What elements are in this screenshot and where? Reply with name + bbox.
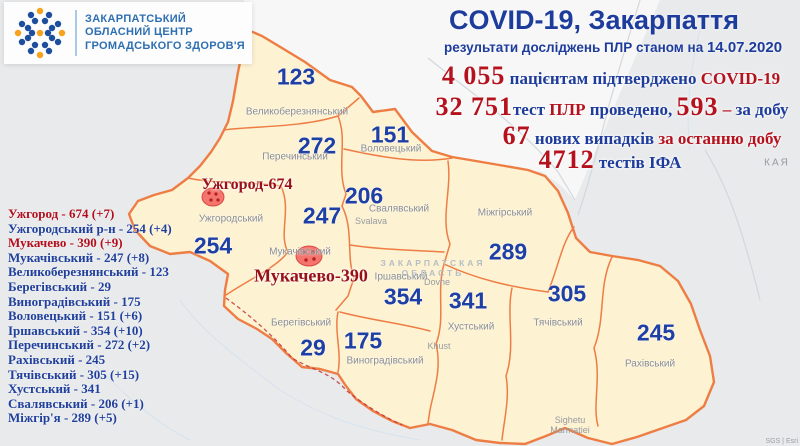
org-name: ЗАКАРПАТСЬКИЙ ОБЛАСНИЙ ЦЕНТР ГРОМАДСЬКОГ… [85, 13, 245, 54]
district-list-item: Іршавський - 354 (+10) [8, 322, 143, 338]
map-place-label: КАЯ [764, 157, 790, 169]
stat-segment: за останню добу [658, 129, 782, 148]
district-name-label: Берегівський [270, 317, 332, 329]
district-list-item: Воловецький - 151 (+6) [8, 308, 143, 324]
stat-segment: тест [512, 100, 550, 119]
district-list-item: Берегівський - 29 [8, 278, 112, 294]
district-name-label: Виноградівський [346, 355, 424, 367]
stat-line: 32 751тест ПЛР проведено, 593 – за добу [435, 92, 788, 122]
district-number-label: 245 [636, 319, 676, 346]
stat-segment: за добу [735, 100, 789, 119]
stat-segment: COVID-19 [700, 69, 781, 88]
district-number-label: 341 [448, 287, 488, 314]
org-name-line: ГРОМАДСЬКОГО ЗДОРОВ'Я [85, 39, 245, 52]
district-name-label: Хустський [447, 321, 495, 333]
map-attribution: SGS | Esri [765, 438, 798, 445]
stat-segment: пацієнтам підтверджено [505, 69, 701, 88]
page-title: COVID-19, Закарпаття [448, 5, 740, 35]
map-place-label: Svalava [354, 216, 388, 226]
district-list-item: Свалявський - 206 (+1) [8, 395, 144, 411]
stat-segment: тестів ІФА [594, 153, 682, 172]
district-list-item: Тячівський - 305 (+15) [8, 366, 140, 382]
district-number-label: 272 [297, 132, 337, 159]
page-subtitle: результати досліджень ПЛР станом на 14.0… [444, 39, 782, 56]
district-number-label: 254 [193, 232, 233, 259]
district-list-item: Ужгород - 674 (+7) [8, 206, 115, 221]
district-list-item: Виноградівський - 175 [8, 293, 141, 309]
stat-line: 4712 тестів ІФА [539, 145, 682, 175]
stat-segment: ПЛР [549, 100, 586, 119]
district-number-label: 206 [344, 182, 384, 209]
district-name-label: Ужгородський [198, 213, 264, 225]
district-number-label: 151 [370, 121, 410, 148]
district-name-label: Іршавський [374, 271, 428, 283]
stat-segment: проведено, [585, 100, 677, 119]
org-logo-card: ЗАКАРПАТСЬКИЙ ОБЛАСНИЙ ЦЕНТР ГРОМАДСЬКОГ… [4, 2, 252, 64]
report-date: 14.07.2020 [706, 39, 783, 56]
map-watermark-line2: ОБЛАСТЬ [401, 268, 465, 278]
stat-segment: 593 [676, 92, 719, 121]
stat-segment: нових випадків [530, 129, 659, 148]
district-list: Ужгород - 674 (+7) Ужгородський р-н - 254… [8, 206, 172, 426]
district-list-item: Мукачево - 390 (+9) [8, 235, 123, 251]
district-number-label: 354 [383, 283, 423, 310]
district-list-item: Мукачівський - 247 (+8) [8, 249, 150, 265]
stat-line: 4 055 пацієнтам підтверджено COVID-19 [442, 61, 780, 91]
district-name-label: Воловецький [360, 143, 422, 155]
district-number-label: 29 [300, 334, 326, 361]
district-list-item: Ужгородський р-н - 254 (+4) [8, 220, 172, 236]
district-name-label: Рахівський [624, 358, 676, 370]
district-name-label: Тячівський [533, 317, 583, 329]
district-name-label: Мукачівський [269, 246, 331, 258]
district-number-label: 123 [276, 63, 316, 90]
stat-segment: 4712 [538, 145, 595, 174]
district-list-item: Хустський - 341 [8, 381, 101, 397]
district-list-item: Рахівський - 245 [8, 351, 106, 367]
map-place-label: Sighetu [554, 415, 586, 425]
river-lines [89, 29, 701, 441]
logo-divider [75, 10, 77, 56]
org-name-line: ОБЛАСНИЙ ЦЕНТР [85, 26, 193, 39]
subtitle-text: результати досліджень ПЛР станом на [443, 40, 707, 55]
map-watermark-line1: ЗАКАРПАТСКАЯ [380, 258, 486, 268]
map-place-label: Dovhe [423, 277, 451, 287]
district-borders [187, 97, 613, 441]
district-list-item: Міжгір'я - 289 (+5) [8, 410, 117, 426]
stat-segment: 32 751 [435, 92, 513, 121]
district-name-label: Перечинський [262, 151, 328, 163]
stat-segment: 67 [502, 121, 531, 150]
city-count-label: Ужгород-674 [201, 176, 293, 193]
stat-segment: – [718, 100, 736, 119]
city-count-label: Мукачево-390 [254, 265, 368, 286]
district-list-item: Перечинський - 272 (+2) [8, 337, 151, 353]
district-number-label: 305 [547, 280, 587, 307]
org-name-line: ЗАКАРПАТСЬКИЙ [85, 12, 187, 25]
org-logo-dots-icon [14, 7, 66, 59]
district-name-label: Великоберезнянський [245, 106, 349, 118]
stat-segment: 4 055 [441, 61, 506, 90]
map-place-label: Marmatiei [550, 425, 590, 435]
district-number-label: 247 [302, 202, 342, 229]
district-number-label: 175 [343, 327, 383, 354]
city-marker-uzhhorod [201, 187, 225, 207]
district-number-label: 289 [488, 238, 528, 265]
map-place-label: Khust [427, 341, 451, 351]
district-name-label: Міжгірський [477, 207, 533, 219]
district-list-item: Великоберезнянський - 123 [8, 264, 169, 280]
neighbor-area-north [240, 0, 660, 200]
district-name-label: Свалявський [368, 203, 430, 215]
faint-admin-borders [427, 0, 761, 301]
city-marker-mukachevo [295, 245, 323, 267]
stat-line: 67 нових випадків за останню добу [503, 121, 782, 151]
state-border-dashed [225, 297, 403, 426]
